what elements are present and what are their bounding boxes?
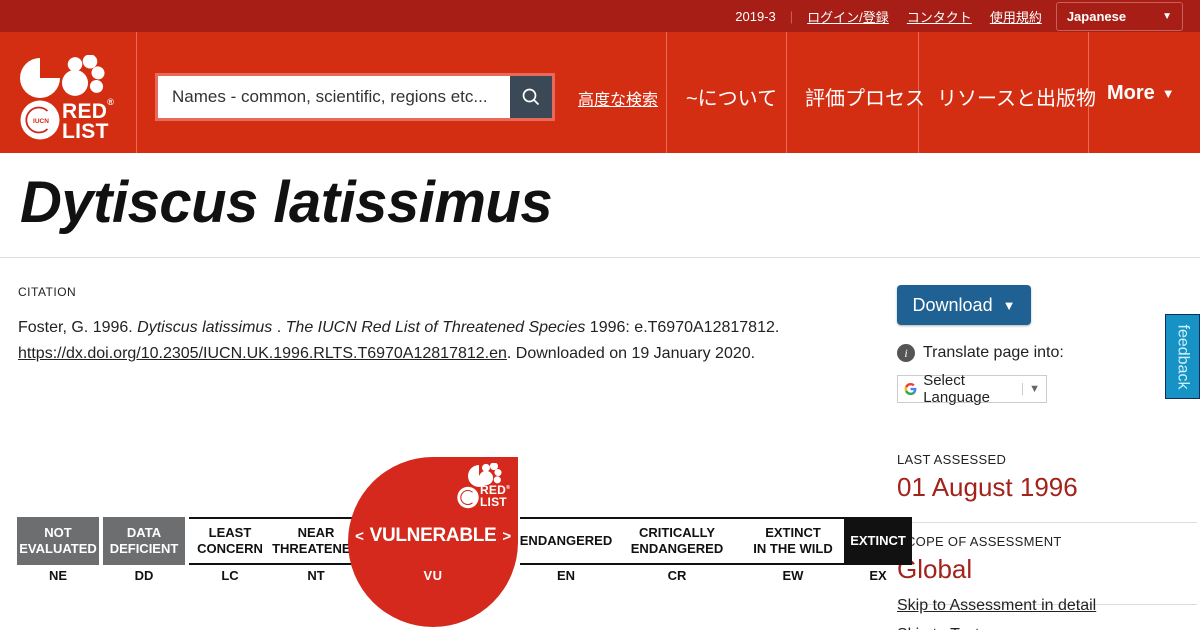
- svg-text:IUCN: IUCN: [33, 118, 49, 125]
